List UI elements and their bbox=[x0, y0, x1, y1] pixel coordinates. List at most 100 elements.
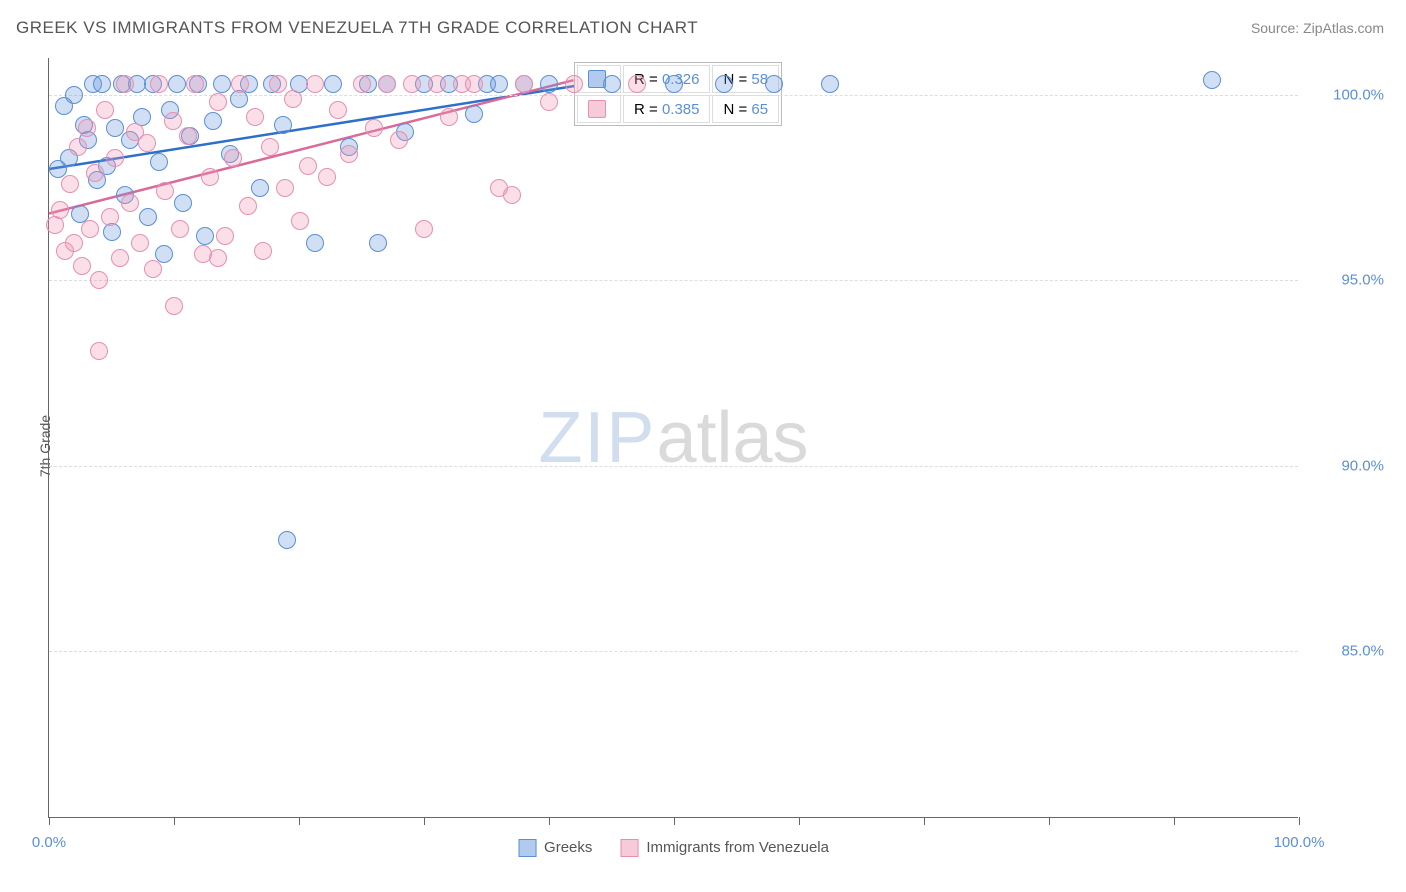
gridline-h bbox=[49, 466, 1298, 467]
data-point bbox=[156, 182, 174, 200]
data-point bbox=[51, 201, 69, 219]
data-point bbox=[665, 75, 683, 93]
data-point bbox=[73, 257, 91, 275]
data-point bbox=[165, 297, 183, 315]
data-point bbox=[465, 75, 483, 93]
trendlines-svg bbox=[49, 58, 1298, 817]
x-tick bbox=[299, 817, 300, 825]
data-point bbox=[715, 75, 733, 93]
data-point bbox=[65, 86, 83, 104]
x-tick bbox=[549, 817, 550, 825]
y-tick-label: 90.0% bbox=[1341, 457, 1384, 474]
data-point bbox=[291, 212, 309, 230]
data-point bbox=[254, 242, 272, 260]
data-point bbox=[106, 149, 124, 167]
legend-r-value: 0.385 bbox=[662, 101, 700, 118]
data-point bbox=[116, 75, 134, 93]
y-tick-label: 95.0% bbox=[1341, 272, 1384, 289]
data-point bbox=[144, 260, 162, 278]
data-point bbox=[155, 245, 173, 263]
data-point bbox=[93, 75, 111, 93]
data-point bbox=[603, 75, 621, 93]
data-point bbox=[101, 208, 119, 226]
data-point bbox=[340, 145, 358, 163]
series-legend: Greeks Immigrants from Venezuela bbox=[518, 839, 829, 857]
x-tick bbox=[1299, 817, 1300, 825]
data-point bbox=[96, 101, 114, 119]
data-point bbox=[174, 194, 192, 212]
data-point bbox=[138, 134, 156, 152]
data-point bbox=[369, 234, 387, 252]
data-point bbox=[150, 153, 168, 171]
data-point bbox=[131, 234, 149, 252]
scatter-plot-area: ZIPatlas R = 0.326N = 58R = 0.385N = 65 … bbox=[48, 58, 1298, 818]
legend-r-label: R = bbox=[634, 101, 658, 118]
x-tick bbox=[1174, 817, 1175, 825]
gridline-h bbox=[49, 651, 1298, 652]
data-point bbox=[186, 75, 204, 93]
data-point bbox=[209, 93, 227, 111]
x-tick bbox=[674, 817, 675, 825]
data-point bbox=[299, 157, 317, 175]
legend-swatch-icon bbox=[588, 100, 606, 118]
data-point bbox=[86, 164, 104, 182]
data-point bbox=[261, 138, 279, 156]
data-point bbox=[365, 119, 383, 137]
data-point bbox=[318, 168, 336, 186]
legend-item: Greeks bbox=[518, 839, 592, 857]
data-point bbox=[196, 227, 214, 245]
data-point bbox=[65, 234, 83, 252]
data-point bbox=[278, 531, 296, 549]
legend-item-label: Immigrants from Venezuela bbox=[646, 839, 829, 856]
data-point bbox=[353, 75, 371, 93]
data-point bbox=[306, 234, 324, 252]
legend-swatch-icon bbox=[620, 839, 638, 857]
data-point bbox=[378, 75, 396, 93]
legend-swatch-cell bbox=[577, 95, 621, 123]
x-tick-label: 0.0% bbox=[32, 834, 66, 851]
data-point bbox=[274, 116, 292, 134]
chart-title: GREEK VS IMMIGRANTS FROM VENEZUELA 7TH G… bbox=[16, 18, 698, 38]
data-point bbox=[216, 227, 234, 245]
data-point bbox=[171, 220, 189, 238]
data-point bbox=[78, 119, 96, 137]
data-point bbox=[150, 75, 168, 93]
data-point bbox=[284, 90, 302, 108]
data-point bbox=[428, 75, 446, 93]
x-tick bbox=[799, 817, 800, 825]
y-tick-label: 85.0% bbox=[1341, 643, 1384, 660]
x-tick-label: 100.0% bbox=[1274, 834, 1325, 851]
data-point bbox=[765, 75, 783, 93]
data-point bbox=[61, 175, 79, 193]
data-point bbox=[490, 75, 508, 93]
gridline-h bbox=[49, 280, 1298, 281]
legend-item-label: Greeks bbox=[544, 839, 592, 856]
data-point bbox=[329, 101, 347, 119]
x-tick bbox=[424, 817, 425, 825]
data-point bbox=[440, 108, 458, 126]
data-point bbox=[139, 208, 157, 226]
data-point bbox=[269, 75, 287, 93]
data-point bbox=[164, 112, 182, 130]
data-point bbox=[324, 75, 342, 93]
data-point bbox=[540, 93, 558, 111]
data-point bbox=[201, 168, 219, 186]
data-point bbox=[121, 194, 139, 212]
legend-swatch-icon bbox=[518, 839, 536, 857]
correlation-legend: R = 0.326N = 58R = 0.385N = 65 bbox=[574, 62, 782, 126]
legend-row: R = 0.385 N = 65 bbox=[577, 95, 779, 123]
legend-n-cell: N = 65 bbox=[712, 95, 779, 123]
data-point bbox=[628, 75, 646, 93]
data-point bbox=[403, 75, 421, 93]
source-label: Source: ZipAtlas.com bbox=[1251, 20, 1384, 36]
data-point bbox=[213, 75, 231, 93]
data-point bbox=[251, 179, 269, 197]
data-point bbox=[821, 75, 839, 93]
data-point bbox=[306, 75, 324, 93]
data-point bbox=[515, 75, 533, 93]
data-point bbox=[1203, 71, 1221, 89]
x-tick bbox=[174, 817, 175, 825]
data-point bbox=[204, 112, 222, 130]
data-point bbox=[231, 75, 249, 93]
data-point bbox=[415, 220, 433, 238]
